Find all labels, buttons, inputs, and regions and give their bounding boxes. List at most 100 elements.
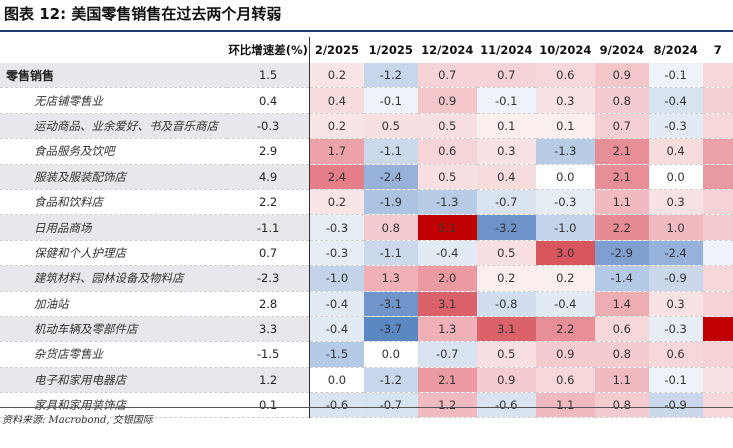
heat-cell: 0.3 [648,291,703,317]
row-label: 杂货店零售业 [34,347,103,362]
heat-cell: -0.3 [535,189,595,216]
heat-cell: 1.4 [594,291,649,317]
heat-cell: 0.3 [476,138,536,165]
heat-cell: -3.2 [476,214,536,241]
heat-cell: 0.0 [363,341,418,368]
yoy-value: 1.5 [227,63,311,89]
heat-cell: 0.6 [535,63,595,89]
row-label: 日用品商场 [34,220,92,235]
heat-cell [702,316,733,343]
heat-cell: -0.7 [417,341,477,368]
heat-cell [702,367,733,394]
table-row: 运动商品、业余爱好、书及音乐商店 -0.3 0.2 0.5 0.5 0.1 0.1 0.7 -0… [0,113,733,140]
heat-cell: -0.6 [309,392,364,419]
header-month: 11/2024 [480,43,533,57]
heat-cell: 0.2 [476,265,536,292]
table-row: 食品服务及饮吧 2.9 1.7 -1.1 0.6 0.3 -1.3 2.1 0.4 [0,138,733,165]
heat-cell: 0.6 [417,138,477,165]
header-row: 环比增速差(%) 2/2025 1/2025 12/2024 11/2024 1… [0,37,733,63]
heat-cell: -2.4 [648,240,703,267]
table-row: 机动车辆及零部件店 3.3 -0.4 -3.7 1.3 3.1 2.2 0.6 -0.3 [0,316,733,343]
table-row: 建筑材料、园林设备及物料店 -2.3 -1.0 1.3 2.0 0.2 0.2 -1.4 -0.… [0,265,733,292]
heat-cell: -0.4 [417,240,477,267]
title-divider [0,30,733,32]
header-yoy: 环比增速差(%) [227,37,311,63]
header-month: 10/2024 [539,43,592,57]
heat-cell: 0.5 [476,341,536,368]
heat-cell: 1.1 [594,367,649,394]
heat-cell: 0.5 [476,240,536,267]
row-label-cell: 服装及服装配饰店 [0,164,228,190]
heat-cell: -0.4 [309,291,364,317]
heat-cell: 0.5 [417,113,477,140]
heat-cell: 0.9 [535,341,595,368]
heat-cell: -0.4 [309,316,364,343]
heat-cell: -2.4 [363,164,418,190]
heat-cell: 0.8 [594,392,649,419]
table-row: 保健和个人护理店 0.7 -0.3 -1.1 -0.4 0.5 3.0 -2.9 -2.4 [0,240,733,267]
table-row: 食品和饮料店 2.2 0.2 -1.9 -1.3 -0.7 -0.3 1.1 0.3 [0,189,733,216]
row-label-cell: 零售销售 [0,63,228,89]
yoy-value: 2.8 [227,291,311,317]
heat-cell: -0.4 [648,87,703,114]
yoy-value: 2.2 [227,189,311,216]
yoy-value: 3.3 [227,316,311,343]
row-label: 服装及服装配饰店 [34,169,126,184]
heat-cell: 2.2 [594,214,649,241]
heat-cell: -0.3 [648,316,703,343]
heat-cell: 2.1 [594,164,649,190]
heat-cell: 1.3 [417,316,477,343]
row-label: 无店铺零售业 [34,93,103,108]
table-row: 服装及服装配饰店 4.9 2.4 -2.4 0.5 0.4 0.0 2.1 0.0 [0,164,733,190]
heat-cell: -3.7 [363,316,418,343]
yoy-value: 0.1 [227,392,311,419]
header-month: 2/2025 [314,43,360,57]
heat-cell: -1.3 [417,189,477,216]
heat-cell: 1.2 [417,392,477,419]
row-label: 电子和家用电器店 [34,372,126,387]
yoy-value: -1.5 [227,341,311,368]
row-label: 机动车辆及零部件店 [34,322,138,337]
row-label-cell: 电子和家用电器店 [0,367,228,394]
heat-cell [702,138,733,165]
heat-cell [702,63,733,89]
heat-cell: 0.4 [648,138,703,165]
heat-cell: 1.1 [594,189,649,216]
table-row: 家具和家用装饰店 0.1 -0.6 -0.7 1.2 -0.6 1.1 0.8 -0.9 [0,392,733,419]
heat-cell: 0.0 [648,164,703,190]
heat-cell: 0.5 [363,113,418,140]
heat-cell: 0.8 [594,341,649,368]
table-row: 电子和家用电器店 1.2 0.0 -1.2 2.1 0.9 0.6 1.1 -0.1 [0,367,733,394]
heat-cell: -1.1 [363,240,418,267]
header-month: 9/2024 [599,43,644,57]
heat-cell [702,341,733,368]
heat-cell: -0.1 [476,87,536,114]
row-label: 零售销售 [6,68,55,83]
heat-cell: -0.9 [648,265,703,292]
header-label-spacer [0,37,227,63]
row-label-cell: 日用品商场 [0,214,228,241]
yoy-value: -0.3 [227,113,311,140]
heat-cell [702,164,733,190]
heat-cell: -3.1 [363,291,418,317]
heat-cell: 2.1 [594,138,649,165]
heat-cell: -0.1 [648,367,703,394]
heat-cell: 0.3 [535,87,595,114]
header-month: 8/2024 [653,43,698,57]
heat-cell: 0.0 [309,367,364,394]
yoy-value: 0.7 [227,240,311,267]
heat-cell: 0.1 [476,113,536,140]
heat-cell: 0.8 [594,87,649,114]
heat-cell: -1.0 [309,265,364,292]
heat-cell: -0.3 [648,113,703,140]
heat-cell: 2.1 [417,367,477,394]
heat-cell: 1.3 [363,265,418,292]
heat-cell: 0.9 [594,63,649,89]
heat-cell: -1.4 [594,265,649,292]
row-label: 食品服务及饮吧 [34,144,115,159]
row-label: 加油站 [34,296,69,311]
heat-cell: 0.6 [535,367,595,394]
row-label-cell: 家具和家用装饰店 [0,392,228,419]
heat-cell: 0.7 [417,63,477,89]
heat-cell: -1.2 [363,367,418,394]
